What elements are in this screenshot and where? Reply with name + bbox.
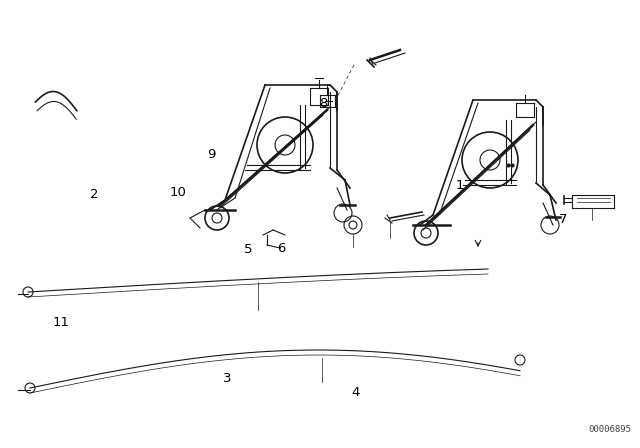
Text: 10: 10 (170, 186, 186, 199)
Text: 5: 5 (244, 243, 253, 257)
Text: 4: 4 (351, 385, 360, 399)
Text: 11: 11 (52, 316, 69, 329)
Text: 9: 9 (207, 148, 216, 161)
Text: 6: 6 (277, 242, 286, 255)
Text: 3: 3 (223, 372, 232, 385)
Text: 7: 7 (559, 213, 568, 226)
Text: 8: 8 (319, 96, 328, 110)
Text: 00006895: 00006895 (589, 426, 632, 435)
Text: 2: 2 (90, 188, 99, 202)
Text: 1: 1 (455, 179, 464, 193)
